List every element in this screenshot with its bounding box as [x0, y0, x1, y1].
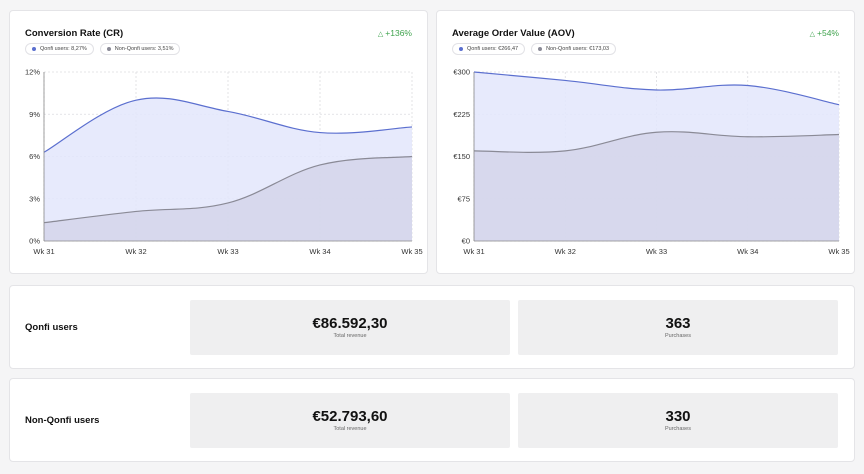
conversion-rate-card: 0% 3% 6% 9% 12% Wk 31 Wk 32 Wk 33 Wk 34 Wk 35 Con…: [9, 10, 428, 274]
legend-dot-non-qonfi: [538, 47, 543, 51]
legend-item-non-qonfi[interactable]: Non-Qonfi users: €173,03: [531, 43, 617, 55]
x-tick-label: Wk 35: [401, 247, 422, 256]
row-label: Non-Qonfi users: [25, 415, 100, 426]
plot-area: €0 €75 €150 €225 €300 Wk 31 Wk 32 Wk 33 Wk 34 Wk …: [453, 68, 849, 257]
row-label: Qonfi users: [25, 322, 78, 333]
legend-label-qonfi: Qonfi users: €266,47: [467, 46, 519, 52]
purchases-tile: 330 Purchases: [518, 393, 838, 448]
y-tick-label: 6%: [29, 152, 40, 161]
y-tick-label: €225: [453, 110, 470, 119]
legend-item-qonfi[interactable]: Qonfi users: 8,27%: [25, 43, 94, 55]
x-tick-label: Wk 33: [646, 247, 667, 256]
purchases-tile: 363 Purchases: [518, 300, 838, 355]
y-tick-label: €75: [457, 194, 470, 203]
x-tick-label: Wk 31: [33, 247, 54, 256]
legend-item-qonfi[interactable]: Qonfi users: €266,47: [452, 43, 526, 55]
legend-label-non-qonfi: Non-Qonfi users: €173,03: [546, 46, 610, 52]
total-revenue-value: €86.592,30: [312, 315, 388, 332]
triangle-up-icon: △: [377, 31, 384, 38]
triangle-up-icon: △: [809, 31, 816, 38]
legend-dot-qonfi: [459, 47, 463, 51]
average-order-value-legend: Qonfi users: €266,47 Non-Qonfi users: €1…: [452, 43, 617, 55]
x-tick-label: Wk 33: [217, 247, 238, 256]
conversion-rate-title: Conversion Rate (CR): [25, 28, 124, 39]
total-revenue-value: €52.793,60: [312, 408, 388, 425]
conversion-rate-legend: Qonfi users: 8,27% Non-Qonfi users: 3,51…: [25, 43, 181, 55]
y-tick-label: €150: [453, 152, 470, 161]
total-revenue-tile: €52.793,60 Total revenue: [190, 393, 510, 448]
y-tick-label: €300: [453, 68, 470, 77]
legend-item-non-qonfi[interactable]: Non-Qonfi users: 3,51%: [99, 43, 181, 55]
y-tick-label: 3%: [29, 194, 40, 203]
average-order-value-card: €0 €75 €150 €225 €300 Wk 31 Wk 32 Wk 33 Wk 34 Wk …: [436, 10, 855, 274]
y-tick-label: 0%: [29, 237, 40, 246]
average-order-value-chart: €0 €75 €150 €225 €300 Wk 31 Wk 32 Wk 33 Wk 34 Wk …: [453, 68, 849, 257]
x-tick-label: Wk 35: [828, 247, 849, 256]
total-revenue-label: Total revenue: [333, 333, 367, 339]
x-tick-label: Wk 34: [737, 247, 758, 256]
x-tick-label: Wk 32: [555, 247, 576, 256]
y-tick-label: 9%: [29, 110, 40, 119]
conversion-rate-chart: 0% 3% 6% 9% 12% Wk 31 Wk 32 Wk 33 Wk 34 Wk 35: [25, 68, 423, 257]
average-order-value-delta: △ +54%: [810, 28, 839, 38]
y-tick-label: €0: [462, 237, 470, 246]
qonfi-users-summary: Qonfi users €86.592,30 Total revenue 363…: [9, 285, 855, 369]
series-line-non-qonfi: [43, 155, 413, 224]
purchases-label: Purchases: [665, 333, 691, 339]
plot-area: 0% 3% 6% 9% 12% Wk 31 Wk 32 Wk 33 Wk 34 Wk 35: [25, 68, 423, 257]
purchases-value: 363: [665, 315, 691, 332]
y-tick-label: 12%: [25, 68, 40, 77]
series-line-qonfi: [473, 71, 840, 106]
conversion-rate-delta-value: +136%: [385, 28, 412, 38]
legend-dot-non-qonfi: [106, 47, 111, 51]
series-area-non-qonfi: [44, 156, 412, 241]
legend-label-non-qonfi: Non-Qonfi users: 3,51%: [114, 46, 174, 52]
legend-label-qonfi: Qonfi users: 8,27%: [40, 46, 87, 52]
total-revenue-label: Total revenue: [333, 426, 367, 432]
series-area-non-qonfi: [474, 131, 839, 241]
legend-dot-qonfi: [32, 47, 36, 51]
series-line-qonfi: [43, 97, 413, 153]
total-revenue-tile: €86.592,30 Total revenue: [190, 300, 510, 355]
x-tick-label: Wk 31: [463, 247, 484, 256]
purchases-value: 330: [665, 408, 691, 425]
series-line-non-qonfi: [473, 131, 840, 153]
non-qonfi-users-summary: Non-Qonfi users €52.793,60 Total revenue…: [9, 378, 855, 462]
average-order-value-delta-value: +54%: [817, 28, 839, 38]
average-order-value-title: Average Order Value (AOV): [452, 28, 575, 39]
purchases-label: Purchases: [665, 426, 691, 432]
conversion-rate-delta: △ +136%: [378, 28, 412, 38]
x-tick-label: Wk 32: [125, 247, 146, 256]
x-tick-label: Wk 34: [309, 247, 330, 256]
